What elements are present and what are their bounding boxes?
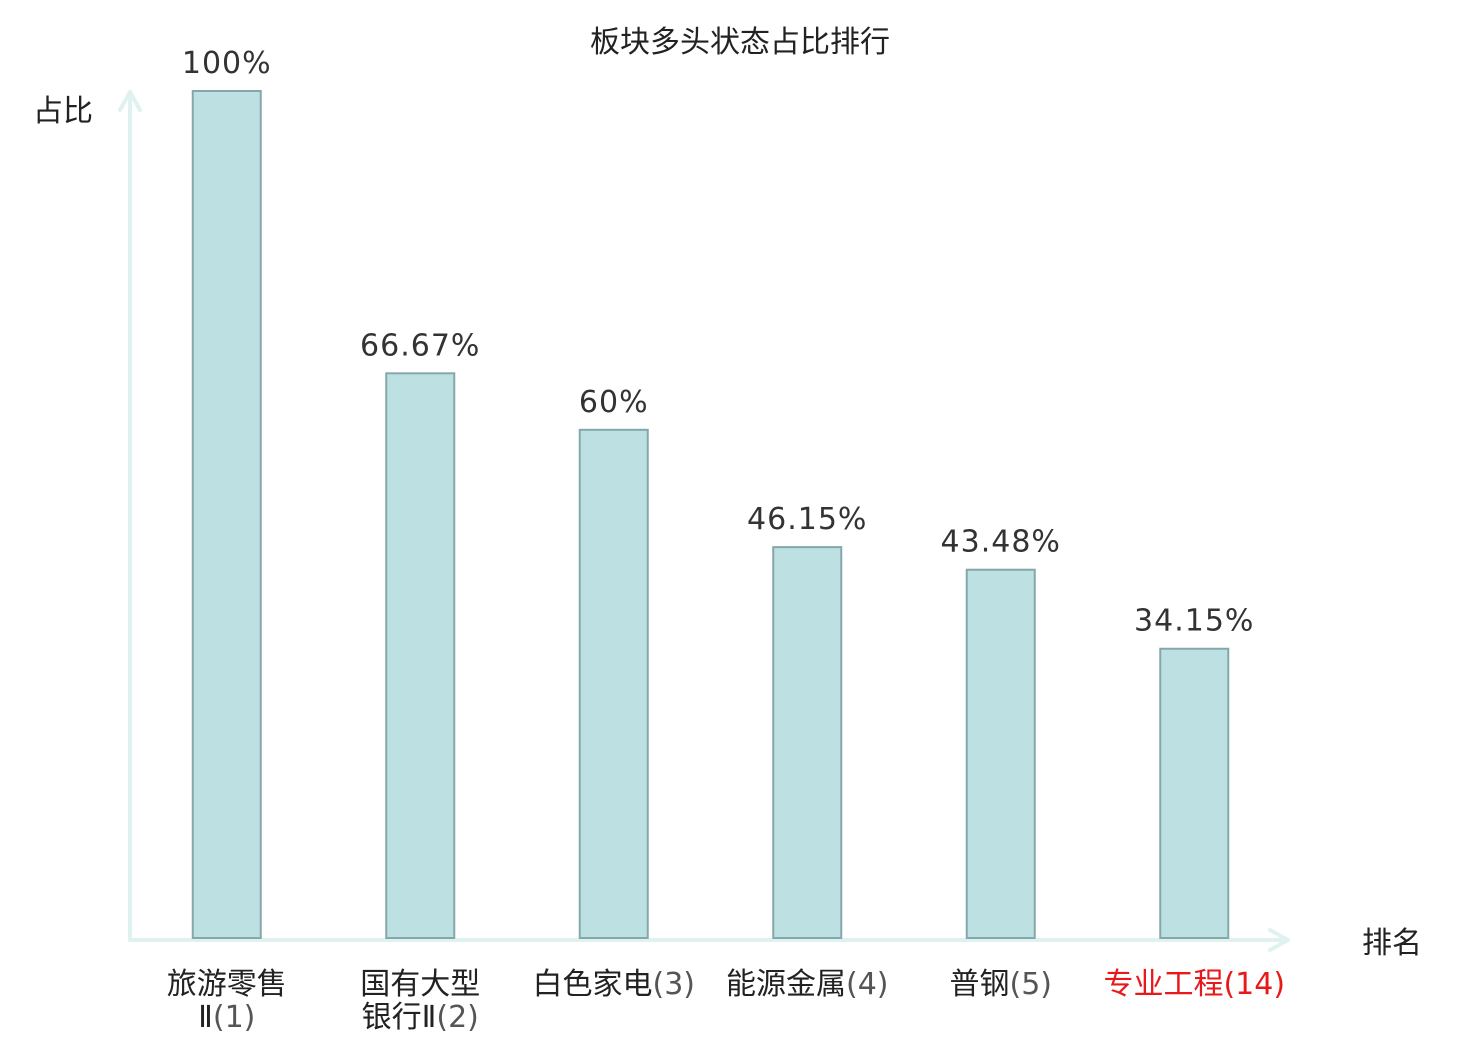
x-axis bbox=[128, 928, 1290, 952]
value-label-group: 100% 66.67% 60% 46.15% 43.48% 34.15% bbox=[182, 46, 1254, 639]
y-axis-arrowhead bbox=[118, 90, 142, 112]
x-tick-label: Ⅱ(1) bbox=[198, 1000, 255, 1035]
bar bbox=[191, 90, 262, 939]
x-tick-label: 银行Ⅱ(2) bbox=[362, 1000, 479, 1035]
chart-title: 板块多头状态占比排行 bbox=[590, 25, 890, 60]
bar-value-label: 60% bbox=[579, 385, 649, 420]
bar bbox=[965, 568, 1036, 940]
x-tick-label: 普钢(5) bbox=[950, 967, 1053, 1002]
y-axis-label: 占比 bbox=[33, 94, 93, 129]
x-axis-label: 排名 bbox=[1362, 926, 1422, 961]
bar-value-label: 46.15% bbox=[747, 502, 867, 537]
x-tick-label: 国有大型 bbox=[360, 967, 480, 1002]
x-tick-label: 能源金属(4) bbox=[726, 967, 889, 1002]
x-tick-label: 专业工程(14) bbox=[1103, 967, 1285, 1002]
bar bbox=[578, 428, 649, 939]
bar bbox=[772, 546, 843, 939]
x-tick-label: 旅游零售 bbox=[167, 967, 287, 1002]
bar-value-label: 100% bbox=[182, 46, 272, 81]
x-axis-arrowhead bbox=[1268, 928, 1290, 952]
bar bbox=[1159, 647, 1230, 939]
x-tick-label: 白色家电(3) bbox=[533, 967, 696, 1002]
bar-value-label: 43.48% bbox=[941, 525, 1061, 560]
bar-value-label: 34.15% bbox=[1134, 604, 1254, 639]
bar-value-label: 66.67% bbox=[360, 328, 480, 363]
bar-group bbox=[191, 90, 1230, 940]
bar bbox=[385, 372, 456, 939]
y-axis bbox=[118, 90, 142, 942]
